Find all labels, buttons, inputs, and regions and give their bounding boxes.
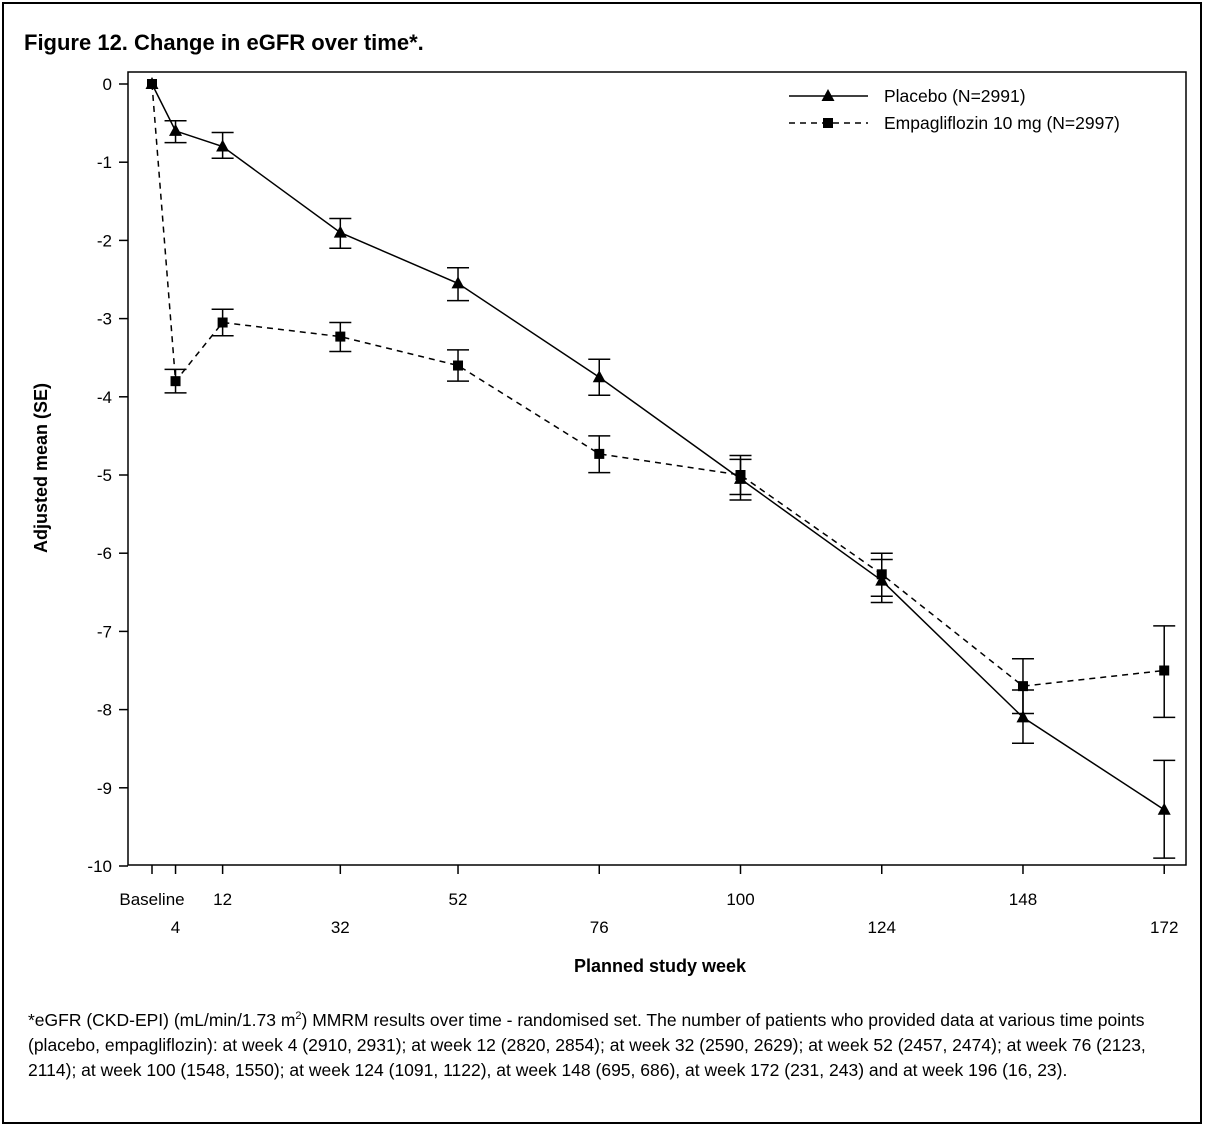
y-axis: 0 -1 -2 -3 -4 -5 -6 -7 -8 -9 -10 (87, 75, 128, 876)
series-layer (145, 77, 1176, 859)
empagliflozin-point (335, 331, 346, 342)
legend-item: Empagliflozin 10 mg (N=2997) (789, 113, 1120, 133)
y-tick-label: -10 (87, 857, 112, 876)
empagliflozin-point (876, 569, 887, 580)
x-tick-label: 100 (726, 890, 754, 909)
footnote: *eGFR (CKD-EPI) (mL/min/1.73 m2) MMRM re… (28, 1004, 1188, 1083)
egfr-line-chart: 0 -1 -2 -3 -4 -5 -6 -7 -8 -9 -10 Baseline 4 12 32 52 76… (31, 71, 1187, 976)
placebo-point (821, 89, 835, 101)
y-tick-label: -5 (97, 466, 112, 485)
empagliflozin-point (1159, 665, 1170, 676)
legend-label: Empagliflozin 10 mg (N=2997) (884, 113, 1120, 133)
placebo-point (592, 370, 606, 383)
y-tick-label: -4 (97, 388, 112, 407)
placebo-line (151, 83, 1165, 811)
y-tick-label: -1 (97, 153, 112, 172)
placebo-point (333, 225, 347, 238)
x-tick-label: 12 (213, 890, 232, 909)
empagliflozin-line (151, 83, 1165, 687)
legend: Placebo (N=2991) Empagliflozin 10 mg (N=2… (789, 86, 1120, 133)
y-axis-label: Adjusted mean (SE) (31, 383, 51, 553)
x-tick-label: 148 (1009, 890, 1037, 909)
x-tick-label: 76 (590, 918, 609, 937)
footnote-text-2: ) MMRM results over time - randomised se… (28, 1009, 1146, 1080)
placebo-point (451, 276, 465, 289)
series-placebo (145, 77, 1176, 859)
empagliflozin-point (735, 470, 746, 480)
y-tick-label: -7 (97, 622, 112, 641)
empagliflozin-point (453, 360, 464, 371)
empagliflozin-point (147, 79, 157, 89)
y-tick-label: 0 (103, 75, 112, 94)
placebo-point (216, 139, 230, 152)
placebo-point (1016, 710, 1030, 723)
placebo-point (1157, 802, 1171, 815)
y-tick-label: -2 (97, 231, 112, 250)
x-tick-label: Baseline (119, 890, 184, 909)
empagliflozin-point (217, 317, 228, 328)
empagliflozin-point (823, 118, 833, 128)
empagliflozin-point (170, 376, 181, 387)
plot-area (127, 71, 1187, 866)
x-tick-label: 172 (1150, 918, 1178, 937)
figure-title: Figure 12. Change in eGFR over time*. (24, 30, 424, 55)
x-axis-label: Planned study week (574, 956, 747, 976)
x-tick-label: 52 (449, 890, 468, 909)
empagliflozin-point (1017, 681, 1028, 692)
y-tick-label: -9 (97, 779, 112, 798)
y-tick-label: -8 (97, 701, 112, 720)
legend-item: Placebo (N=2991) (789, 86, 1026, 106)
x-tick-label: 124 (868, 918, 896, 937)
placebo-point (169, 123, 183, 136)
footnote-superscript: 2 (295, 1010, 302, 1022)
x-tick-label: 32 (331, 918, 350, 937)
x-axis: Baseline 4 12 32 52 76 100 124 148 172 (119, 865, 1178, 937)
y-tick-label: -6 (97, 544, 112, 563)
empagliflozin-point (594, 448, 605, 459)
y-tick-label: -3 (97, 310, 112, 329)
series-empagliflozin (147, 79, 1176, 719)
legend-label: Placebo (N=2991) (884, 86, 1026, 106)
footnote-text-1: *eGFR (CKD-EPI) (mL/min/1.73 m (28, 1009, 296, 1030)
x-tick-label: 4 (171, 918, 180, 937)
